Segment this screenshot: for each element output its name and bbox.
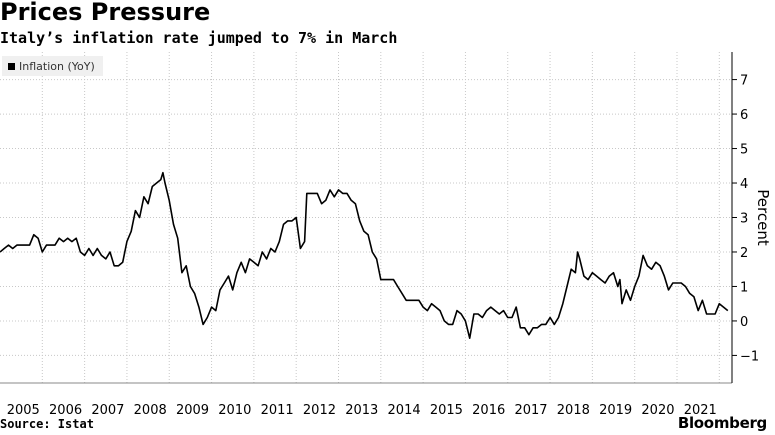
x-tick-label: 2014 — [388, 403, 421, 418]
y-tick-label: 5 — [740, 143, 748, 158]
x-tick-label: 2013 — [345, 403, 378, 418]
x-tick-label: 2021 — [684, 403, 717, 418]
x-tick-label: 2012 — [303, 403, 336, 418]
x-tick-label: 2005 — [7, 403, 40, 418]
y-tick-label: 0 — [740, 315, 748, 330]
x-tick-label: 2016 — [472, 403, 505, 418]
y-axis: −1 0 1 2 3 4 5 6 7 — [731, 52, 759, 383]
chart-title: Prices Pressure — [0, 0, 211, 26]
y-tick-label: 3 — [740, 212, 748, 227]
source-note: Source: Istat — [0, 417, 94, 431]
x-tick-label: 2017 — [514, 403, 547, 418]
x-tick-label: 2018 — [557, 403, 590, 418]
legend: Inflation (YoY) — [2, 56, 103, 76]
legend-label: Inflation (YoY) — [19, 59, 95, 73]
gridlines — [0, 52, 732, 383]
x-tick-label: 2011 — [261, 403, 294, 418]
x-axis: 2005 2006 2007 2008 2009 2010 2011 2012 2013 2014… — [0, 382, 732, 418]
x-tick-label: 2007 — [91, 403, 124, 418]
chart-subtitle: Italy’s inflation rate jumped to 7% in M… — [0, 29, 398, 47]
y-tick-label: 6 — [740, 108, 748, 123]
x-tick-label: 2015 — [430, 403, 463, 418]
y-tick-label: 1 — [740, 280, 748, 295]
legend-swatch — [8, 62, 15, 70]
x-tick-label: 2019 — [599, 403, 632, 418]
x-tick-label: 2008 — [134, 403, 167, 418]
x-tick-label: 2010 — [218, 403, 251, 418]
bloomberg-logo: Bloomberg — [677, 414, 767, 432]
y-tick-label: 7 — [740, 74, 748, 89]
series-line-inflation — [0, 171, 729, 339]
y-tick-label: −1 — [740, 349, 759, 364]
y-tick-label: 4 — [740, 177, 748, 192]
x-tick-label: 2006 — [49, 403, 82, 418]
x-tick-label: 2020 — [641, 403, 674, 418]
x-tick-label: 2009 — [176, 403, 209, 418]
y-tick-label: 2 — [740, 246, 748, 261]
series-layer — [0, 171, 729, 339]
y-axis-label: Percent — [754, 189, 772, 246]
